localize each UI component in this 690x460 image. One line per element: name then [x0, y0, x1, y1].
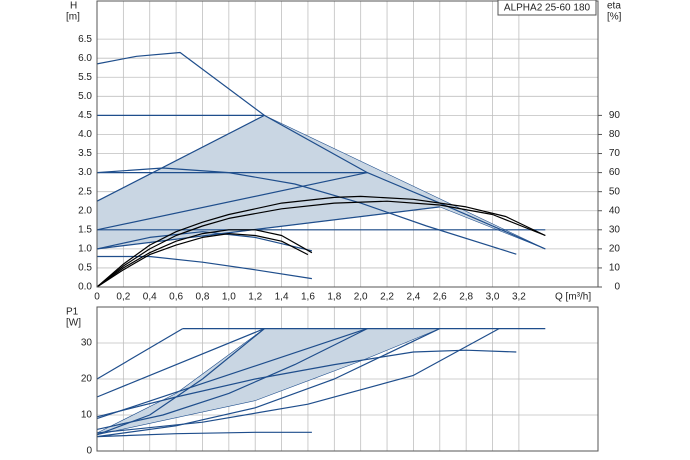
curve — [96, 328, 265, 398]
curve — [96, 233, 309, 288]
curve — [96, 229, 313, 288]
y-tick-label: 3.0 — [78, 167, 92, 178]
curve — [96, 349, 517, 418]
curve — [96, 167, 517, 255]
y-tick-label: 0.5 — [78, 263, 92, 274]
curve — [96, 328, 184, 380]
x-tick-label: 1,0 — [222, 292, 236, 303]
y-tick-label: 20 — [81, 374, 93, 385]
curve — [96, 328, 368, 420]
y2-tick-label: 50 — [609, 186, 621, 197]
y-tick-label: 5.0 — [78, 91, 92, 102]
y2-label: eta — [607, 1, 621, 12]
x-tick-label: 1,2 — [248, 292, 262, 303]
y-tick-label: 1.0 — [78, 244, 92, 255]
y-tick-label: 4.5 — [78, 110, 92, 121]
y-tick-label: 2.5 — [78, 186, 92, 197]
x-label: Q [m³/h] — [555, 292, 591, 303]
x-tick-label: 2,0 — [354, 292, 368, 303]
y-tick-label: 4.0 — [78, 129, 92, 140]
y2-tick-label: 0 — [614, 282, 620, 293]
curve — [96, 114, 265, 202]
x-tick-label: 0,4 — [143, 292, 157, 303]
x-tick-label: 1,4 — [275, 292, 289, 303]
x-tick-label: 3,2 — [512, 292, 526, 303]
y-unit: [W] — [66, 318, 81, 329]
y-tick-label: 6.0 — [78, 53, 92, 64]
curve — [96, 200, 546, 288]
y-tick-label: 1.5 — [78, 224, 92, 235]
curve — [96, 206, 440, 250]
y2-tick-label: 10 — [609, 263, 621, 274]
y-tick-label: 2.0 — [78, 205, 92, 216]
curve — [96, 328, 368, 430]
x-tick-label: 0,2 — [116, 292, 130, 303]
y-tick-label: 3.5 — [78, 148, 92, 159]
plot-frame — [96, 0, 599, 288]
plot-frame — [96, 306, 599, 452]
y-tick-label: 6.5 — [78, 34, 92, 45]
curve — [96, 195, 546, 288]
y2-unit: [%] — [607, 12, 622, 23]
y-tick-label: 10 — [81, 410, 93, 421]
y2-tick-label: 80 — [609, 129, 621, 140]
y2-tick-label: 40 — [609, 205, 621, 216]
curve — [96, 231, 313, 252]
y-tick-label: 0 — [86, 446, 92, 457]
y2-tick-label: 30 — [609, 224, 621, 235]
curve — [96, 328, 500, 434]
x-tick-label: 2,2 — [380, 292, 394, 303]
y2-tick-label: 20 — [609, 244, 621, 255]
x-tick-label: 0,8 — [196, 292, 210, 303]
x-tick-label: 1,8 — [327, 292, 341, 303]
x-tick-label: 2,8 — [459, 292, 473, 303]
curve — [96, 172, 368, 231]
y2-tick-label: 60 — [609, 167, 621, 178]
x-tick-label: 2,6 — [433, 292, 447, 303]
x-tick-label: 0,6 — [169, 292, 183, 303]
y-label: P1 — [66, 307, 79, 318]
x-tick-label: 0 — [94, 292, 100, 303]
x-tick-label: 3,0 — [486, 292, 500, 303]
y-unit: [m] — [66, 12, 80, 23]
x-tick-label: 2,4 — [406, 292, 420, 303]
curve — [96, 431, 312, 438]
chart-title: ALPHA2 25-60 180 — [504, 3, 591, 14]
y-label: H — [70, 1, 77, 12]
x-tick-label: 1,6 — [301, 292, 315, 303]
y2-tick-label: 70 — [609, 148, 621, 159]
title-box — [497, 0, 597, 16]
y-tick-label: 30 — [81, 338, 93, 349]
y-tick-label: 0.0 — [78, 282, 92, 293]
curve — [96, 328, 441, 438]
y-tick-label: 5.5 — [78, 72, 92, 83]
y2-tick-label: 90 — [609, 110, 621, 121]
curve — [97, 255, 312, 280]
